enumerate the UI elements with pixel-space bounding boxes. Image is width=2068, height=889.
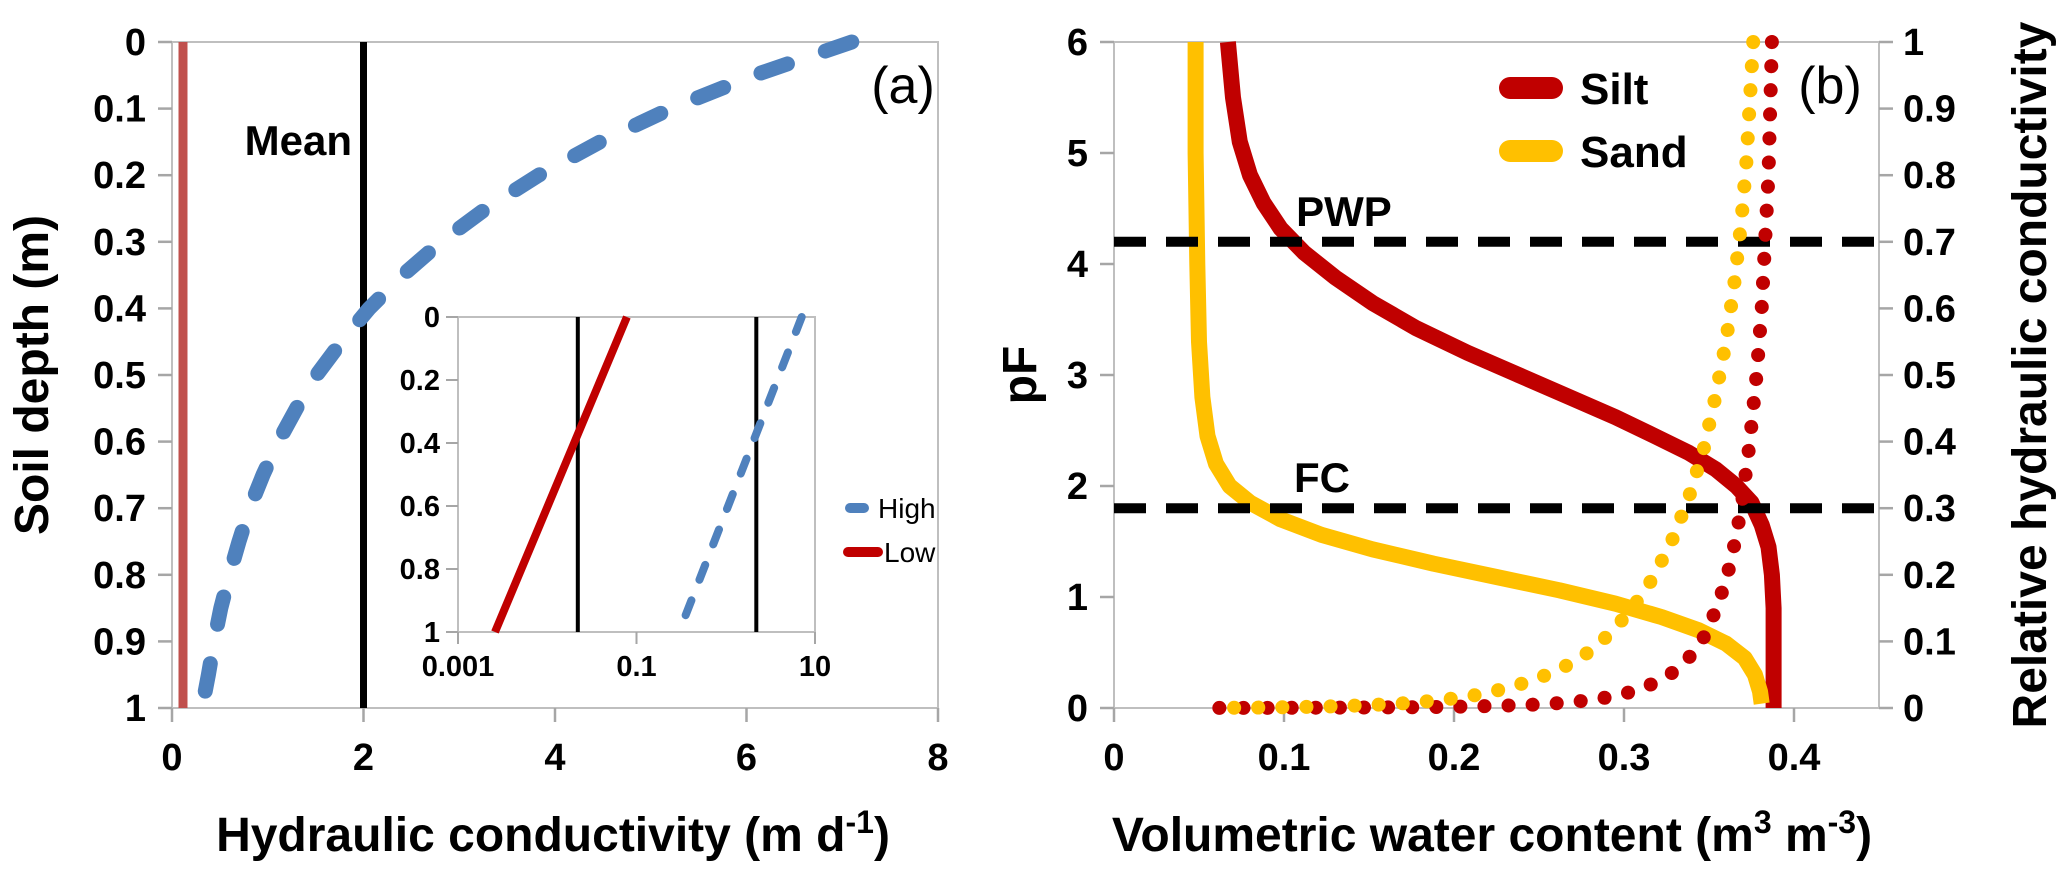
panel-a-y-axis-title: Soil depth (m) [6,215,59,535]
tick-label: 0.001 [422,651,495,683]
panel-a-tag: (a) [871,57,935,115]
tick-label: 0.7 [93,488,146,530]
tick-label: 0.2 [1903,555,1956,597]
tick-label: 1 [424,617,440,649]
tick-label: 0 [1903,688,1924,730]
tick-label: 1 [125,688,146,730]
panel-a-ticks: 00.10.20.30.40.50.60.70.80.910 2 4 6 8 [93,22,948,779]
tick-label: 0.2 [93,155,146,197]
panel-a-x-axis-title: Hydraulic conductivity (m d-1) [216,804,890,862]
tick-label: 0.8 [93,555,146,597]
tick-label: 0.8 [400,554,440,586]
panel-b-tag: (b) [1798,57,1862,115]
inset-low-line [491,315,631,634]
tick-label: 0.9 [1903,89,1956,131]
tick-label: 0.3 [93,222,146,264]
inset-series [491,313,806,636]
tick-label: 2 [353,737,374,779]
inset-legend-label-high: High [878,493,936,524]
tick-label: 0.5 [93,355,146,397]
tick-label: 0.8 [1903,155,1956,197]
legend-label-silt: Silt [1580,65,1649,114]
tick-label: 4 [544,737,565,779]
tick-label: 6 [736,737,757,779]
tick-label: 1 [1067,577,1088,619]
tick-label: 0 [424,302,440,334]
silt-relative-k-curve [1209,35,1779,715]
tick-label: 0.1 [93,89,146,131]
tick-label: 0.6 [400,491,440,523]
tick-label: 3 [1067,355,1088,397]
panel-b-left-axis-title: pF [994,346,1047,405]
tick-label: 2 [1067,466,1088,508]
pwp-annotation-label: PWP [1296,188,1392,235]
silt-retention-curve [1219,41,1782,708]
tick-label: 0 [125,22,146,64]
tick-label: 0.4 [1768,737,1821,779]
fc-annotation-label: FC [1294,454,1350,501]
panel-b-series [1114,35,1879,715]
inset-legend-swatches [843,503,883,557]
tick-label: 10 [799,651,831,683]
tick-label: 0.4 [400,428,440,460]
tick-label: 0.1 [1258,737,1311,779]
mean-annotation-label: Mean [245,117,352,164]
tick-label: 1 [1903,22,1924,64]
panel-b-right-axis-title: Relative hydraulic conductivity [2004,21,2057,728]
inset-legend-label-low: Low [884,537,936,568]
panel-a-inset: 0 0.2 0.4 0.6 0.8 10.001 0.1 10 High Low [400,302,936,683]
panel-a: 00.10.20.30.40.50.60.70.80.910 2 4 6 8 Soil … [6,22,949,862]
tick-label: 0.2 [1428,737,1481,779]
tick-label: 0.5 [1903,355,1956,397]
panel-b-legend-swatches [1499,77,1563,162]
tick-label: 4 [1067,244,1088,286]
high-k-profile [197,34,860,703]
tick-label: 0.7 [1903,222,1956,264]
sand-retention-curve [1187,42,1770,705]
tick-label: 0.6 [93,422,146,464]
legend-label-sand: Sand [1580,128,1688,177]
tick-label: 0.3 [1598,737,1651,779]
panel-b-x-axis-title: Volumetric water content (m3 m-3) [1112,804,1872,862]
tick-label: 5 [1067,133,1088,175]
tick-label: 0 [161,737,182,779]
tick-label: 0.4 [93,288,146,330]
tick-label: 0.1 [1903,621,1956,663]
tick-label: 0 [1067,688,1088,730]
tick-label: 0 [1103,737,1124,779]
sand-relative-k-curve [1205,35,1761,715]
tick-label: 0.1 [616,651,656,683]
inset-high-line [675,313,806,636]
tick-label: 6 [1067,22,1088,64]
panel-a-series [178,34,860,708]
tick-label: 0.4 [1903,422,1956,464]
tick-label: 0.6 [1903,288,1956,330]
tick-label: 0.3 [1903,488,1956,530]
inset-ticks: 0 0.2 0.4 0.6 0.8 10.001 0.1 10 [400,302,831,683]
tick-label: 0.2 [400,365,440,397]
tick-label: 8 [927,737,948,779]
tick-label: 0.9 [93,621,146,663]
